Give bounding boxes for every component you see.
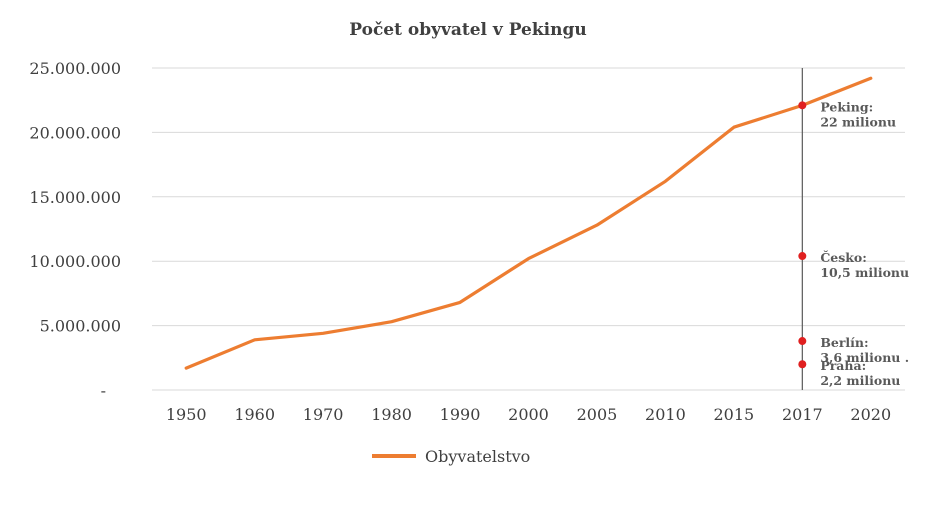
y-tick-label: - (101, 381, 106, 400)
annotation-line: Praha: (820, 358, 866, 373)
legend: Obyvatelstvo (372, 447, 530, 466)
annotation-marker (798, 252, 807, 261)
y-tick-label: 5.000.000 (40, 317, 121, 336)
x-tick-label: 1990 (440, 405, 481, 424)
annotation-marker (798, 101, 807, 110)
y-tick-label: 10.000.000 (29, 252, 121, 271)
annotation-line: Česko: (820, 249, 867, 265)
x-axis-ticks: 1950 1960 1970 1980 1990 2000 2005 2010 2015 2017… (166, 405, 891, 424)
x-tick-label: 1980 (371, 405, 412, 424)
chart-title: Počet obyvatel v Pekingu (349, 20, 586, 40)
annotation-line: 22 milionu (820, 114, 896, 129)
y-axis-ticks: - 5.000.000 10.000.000 15.000.000 20.000.000… (29, 59, 121, 400)
annotation-line: Berlín: (820, 335, 868, 350)
gridlines (152, 67, 905, 391)
x-tick-label: 2010 (645, 405, 686, 424)
x-tick-label: 2017 (782, 405, 823, 424)
x-tick-label: 2000 (508, 405, 549, 424)
annotation-label: Berlín: 3,6 milionu . (820, 335, 909, 365)
x-tick-label: 2005 (577, 405, 618, 424)
y-tick-label: 25.000.000 (29, 59, 121, 78)
annotation-marker (798, 360, 807, 369)
annotations-group: Peking: 22 milionu Česko: 10,5 milionu Berlí… (798, 99, 909, 388)
annotation-label: Česko: 10,5 milionu (820, 249, 909, 280)
x-tick-label: 1960 (234, 405, 275, 424)
x-tick-label: 1970 (303, 405, 344, 424)
x-tick-label: 2015 (714, 405, 755, 424)
annotation-line: 2,2 milionu (820, 373, 900, 388)
y-tick-label: 20.000.000 (29, 123, 121, 142)
annotation-line: 10,5 milionu (820, 265, 909, 280)
series-group (184, 76, 873, 370)
x-tick-label: 1950 (166, 405, 207, 424)
annotation-line: Peking: (820, 99, 873, 114)
annotation-line: 3,6 milionu . (820, 350, 909, 365)
annotation-label: Praha: 2,2 milionu (820, 358, 900, 388)
annotation-marker (798, 337, 807, 346)
annotation-label: Peking: 22 milionu (820, 99, 896, 129)
series-line-obyvatelstvo (184, 76, 873, 370)
x-tick-label: 2020 (850, 405, 891, 424)
legend-label: Obyvatelstvo (425, 447, 530, 466)
y-tick-label: 15.000.000 (29, 188, 121, 207)
